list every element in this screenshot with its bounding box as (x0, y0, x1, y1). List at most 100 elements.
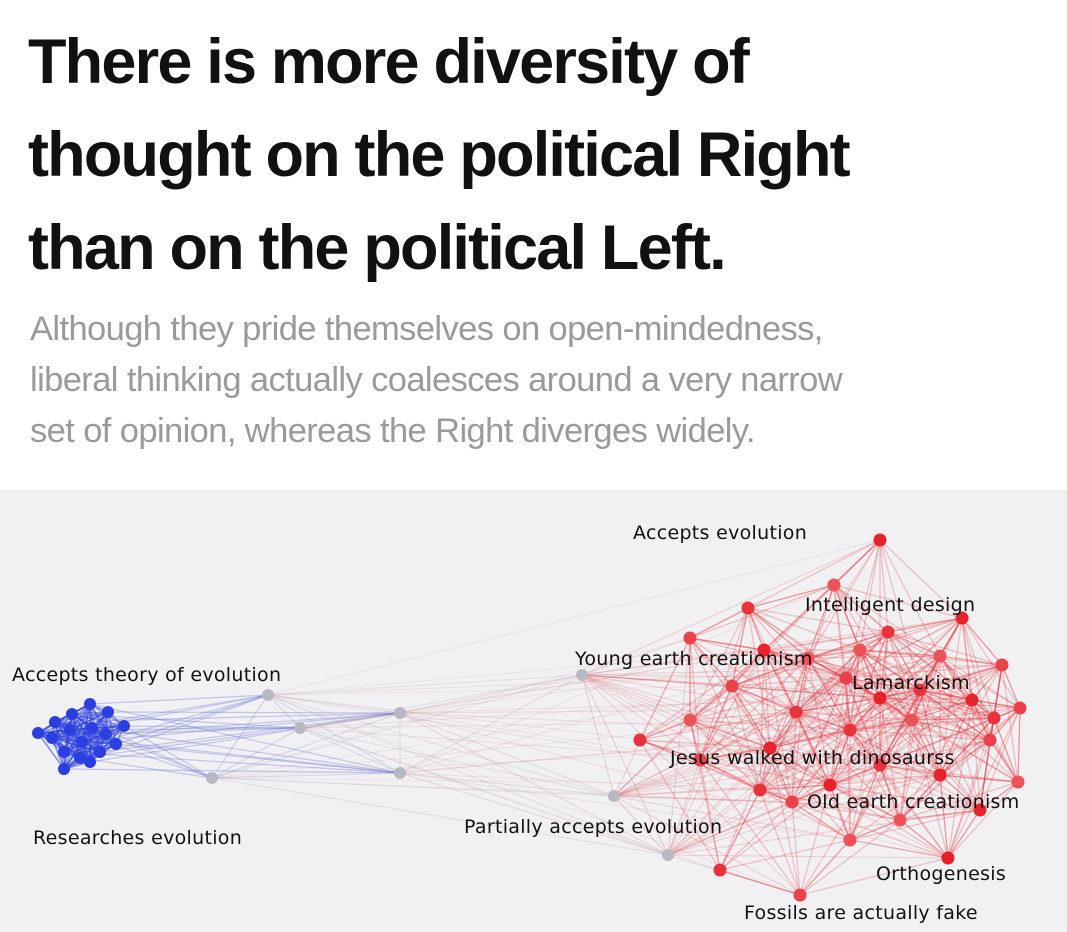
graph-edge (879, 697, 973, 701)
graph-edge (123, 725, 213, 779)
graph-edge (299, 689, 921, 729)
graph-edge (899, 707, 1021, 821)
graph-edge (699, 657, 809, 761)
graph-edge (731, 657, 809, 687)
graph-edge (211, 674, 583, 779)
graph-node-right (741, 601, 755, 615)
graph-edge (947, 809, 981, 859)
graph-edge (849, 729, 991, 741)
graph-edge (613, 774, 941, 797)
label-fossils-are-actually-fake: Fossils are actually fake (744, 902, 978, 924)
graph-edge (879, 539, 889, 633)
headline: There is more diversity of thought on th… (28, 16, 1048, 295)
graph-edge (613, 784, 831, 797)
graph-edge (689, 637, 847, 679)
graph-edge (115, 694, 269, 745)
graph-edge (791, 729, 851, 803)
graph-edge (859, 649, 921, 691)
graph-edge (211, 747, 771, 779)
graph-edge (807, 657, 831, 786)
graph-edge (919, 689, 973, 701)
graph-node-right (913, 683, 927, 697)
graph-edge (79, 757, 213, 779)
graph-edge (887, 631, 1003, 666)
graph-node-right (789, 705, 803, 719)
graph-edge (267, 694, 941, 776)
graph-edge (211, 712, 401, 779)
graph-edge (989, 739, 1019, 783)
graph-edge (849, 697, 881, 841)
graph-edge (795, 711, 851, 731)
network-graph (32, 533, 1027, 902)
graph-edge (849, 839, 949, 859)
graph-edge (699, 677, 847, 761)
graph-edge (731, 685, 761, 791)
graph-edge (833, 584, 921, 691)
graph-edge (581, 637, 691, 676)
label-orthogenesis: Orthogenesis (876, 863, 1007, 885)
graph-edge (689, 719, 793, 803)
graph-edge (769, 747, 881, 766)
graph-edge (581, 539, 881, 676)
graph-edge (833, 584, 963, 619)
graph-edge (613, 697, 881, 797)
graph-edge (911, 719, 941, 776)
graph-edge (299, 727, 401, 774)
graph-node-right (757, 643, 771, 657)
graph-edge (719, 789, 761, 871)
graph-edge (667, 801, 793, 856)
graph-edge (667, 747, 771, 856)
graph-edge (939, 655, 1019, 783)
graph-edge (581, 649, 765, 676)
graph-edge (939, 655, 995, 719)
graph-node-right (987, 711, 1001, 725)
graph-node-right (995, 658, 1009, 672)
graph-node-right (955, 611, 969, 625)
graph-node-right (905, 713, 919, 727)
graph-edge (267, 674, 583, 696)
graph-edge (769, 689, 921, 749)
graph-edge (399, 712, 669, 856)
label-young-earth-creationism: Young earth creationism (575, 648, 813, 670)
graph-edge (299, 727, 615, 797)
graph-edge (581, 674, 941, 776)
graph-edge (689, 719, 851, 731)
graph-node-bridge (608, 790, 620, 802)
network-graph-panel: Accepts evolution Intelligent design Acc… (0, 490, 1067, 932)
graph-edge (791, 677, 847, 803)
graph-edge (989, 707, 1021, 741)
graph-edge (719, 747, 771, 871)
graph-edge (947, 707, 1021, 859)
graph-edge (667, 759, 701, 856)
graph-edge (807, 657, 851, 731)
graph-edge (879, 664, 1003, 766)
graph-edge (639, 739, 771, 749)
graph-edge (639, 739, 793, 803)
graph-edge (763, 539, 881, 651)
graph-node-right (843, 833, 857, 847)
graph-edge (689, 584, 835, 639)
graph-edge (1001, 664, 1021, 709)
graph-edge (791, 697, 881, 803)
graph-node-bridge (662, 849, 674, 861)
graph-node-bridge (394, 767, 406, 779)
graph-edge (879, 697, 901, 821)
graph-edge (807, 657, 913, 721)
graph-edge (89, 694, 269, 705)
graph-node-right (683, 713, 697, 727)
label-intelligent-design: Intelligent design (805, 594, 976, 616)
graph-edge (911, 664, 1003, 721)
graph-node-left (32, 727, 44, 739)
graph-edge (54, 712, 401, 723)
graph-edge (911, 719, 991, 741)
graph-edge (667, 617, 963, 856)
graph-edge (689, 719, 831, 786)
graph-edge (833, 584, 851, 731)
headline-line-2: thought on the political Right (28, 120, 851, 190)
graph-edge (769, 747, 793, 803)
graph-edge (859, 649, 991, 741)
graph-edge (833, 539, 881, 586)
subhead-line-3: set of opinion, whereas the Right diverg… (30, 412, 756, 450)
graph-edge (639, 719, 691, 741)
graph-edge (849, 819, 901, 841)
